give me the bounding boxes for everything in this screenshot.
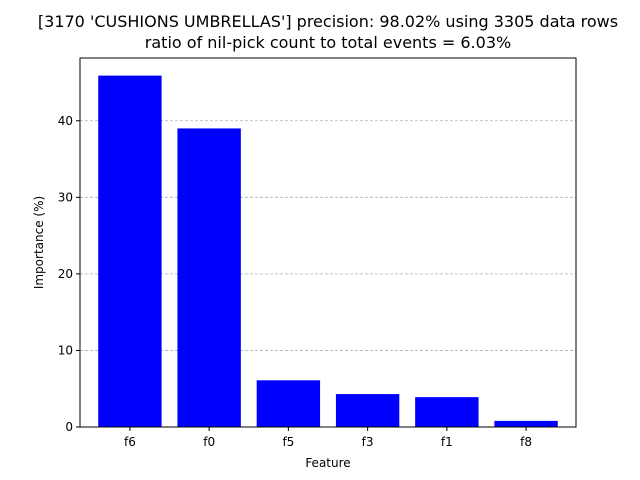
x-tick-label-f5: f5 <box>282 435 294 449</box>
x-tick-label-f1: f1 <box>441 435 453 449</box>
chart-title-line-2: ratio of nil-pick count to total events … <box>145 33 511 52</box>
y-tick-label: 10 <box>58 343 73 357</box>
y-tick-label: 20 <box>58 267 73 281</box>
y-axis-label: Importance (%) <box>32 196 46 289</box>
bar-f1 <box>415 397 479 427</box>
bar-f3 <box>335 394 400 427</box>
y-tick-label: 40 <box>58 114 73 128</box>
x-axis-label: Feature <box>305 456 350 470</box>
bar-f6 <box>98 75 162 428</box>
bar-series <box>98 75 558 428</box>
y-tick-label: 0 <box>65 420 73 434</box>
y-gridlines <box>80 120 576 351</box>
x-tick-label-f0: f0 <box>203 435 215 449</box>
x-tick-label-f6: f6 <box>124 435 136 449</box>
chart-title-line-1: [3170 'CUSHIONS UMBRELLAS'] precision: 9… <box>38 12 618 31</box>
bar-f0 <box>177 128 241 428</box>
x-tick-label-f3: f3 <box>362 435 374 449</box>
plot-frame <box>79 57 577 428</box>
y-tick-label: 30 <box>58 190 73 204</box>
bar-f5 <box>256 380 321 427</box>
y-axis-ticks: 0 10 20 30 40 <box>58 114 80 434</box>
x-axis-ticks: f6 f0 f5 f3 f1 f8 <box>124 427 532 449</box>
bar-f8 <box>494 420 558 427</box>
x-tick-label-f8: f8 <box>520 435 532 449</box>
